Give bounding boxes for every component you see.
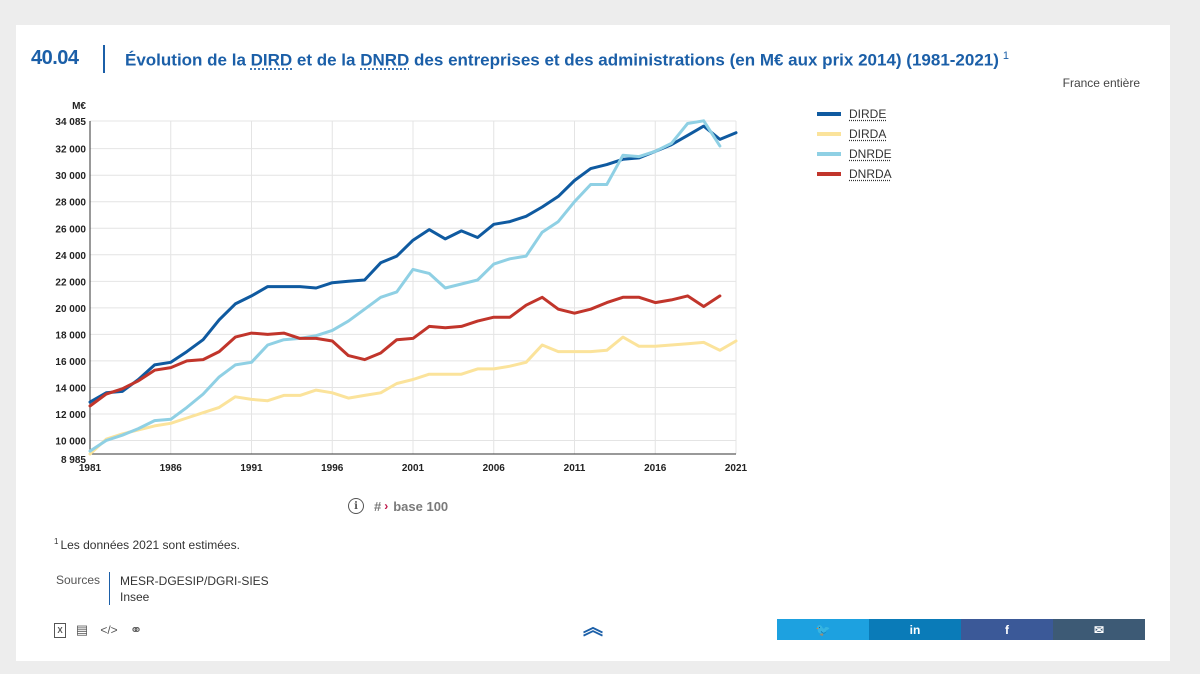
chart-legend: DIRDE DIRDA DNRDE DNRDA — [817, 104, 892, 184]
sources-separator — [109, 572, 110, 605]
x-tick-label: 1986 — [160, 463, 183, 474]
info-icon[interactable]: i — [348, 498, 364, 514]
figure-card: 40.04 Évolution de la DIRD et de la DNRD… — [16, 25, 1170, 661]
series-line-dnrde — [88, 119, 722, 453]
y-tick-label: 30 000 — [55, 171, 86, 182]
x-tick-label: 1991 — [240, 463, 263, 474]
x-tick-label: 2021 — [725, 463, 748, 474]
legend-item-dirda[interactable]: DIRDA — [817, 124, 892, 144]
legend-swatch — [817, 132, 841, 136]
twitter-share-button[interactable]: 🐦 — [777, 619, 869, 640]
figure-title: Évolution de la DIRD et de la DNRD des e… — [125, 50, 1009, 71]
series-line-dirda — [88, 335, 738, 456]
legend-item-dirde[interactable]: DIRDE — [817, 104, 892, 124]
double-chevron-up-icon[interactable]: ︽ — [583, 617, 603, 639]
source-item: MESR-DGESIP/DGRI-SIES — [120, 574, 269, 588]
export-tools: X ▤ </> ⚭ — [54, 622, 152, 639]
line-chart: 8 985 10 000 12 000 14 000 16 000 18 000 20 00… — [55, 101, 748, 474]
series-line-dnrda — [88, 294, 722, 408]
title-separator — [103, 45, 105, 73]
sources-label: Sources — [56, 573, 101, 587]
hash-icon: # — [374, 498, 382, 514]
x-tick-label: 2011 — [564, 463, 586, 474]
legend-swatch — [817, 152, 841, 156]
base100-label: base 100 — [393, 498, 449, 514]
dird-abbr[interactable]: DIRD — [250, 50, 293, 70]
legend-label: DNRDE — [849, 147, 892, 161]
x-tick-label: 2006 — [483, 463, 506, 474]
x-tick-label: 2001 — [402, 463, 425, 474]
link-icon[interactable]: ⚭ — [129, 622, 143, 639]
y-tick-label: 12 000 — [55, 410, 86, 421]
title-text-2: et de la — [292, 50, 361, 70]
y-tick-label: 10 000 — [55, 437, 86, 448]
legend-item-dnrda[interactable]: DNRDA — [817, 164, 892, 184]
y-tick-label: 8 985 — [61, 455, 86, 466]
y-tick-label: 24 000 — [55, 251, 86, 262]
linkedin-share-button[interactable]: in — [869, 619, 961, 640]
series-line-dirde — [88, 124, 738, 404]
y-axis-label: M€ — [72, 101, 86, 112]
legend-label: DNRDA — [849, 167, 892, 181]
facebook-share-button[interactable]: f — [961, 619, 1053, 640]
y-tick-label: 18 000 — [55, 330, 86, 341]
y-tick-label: 26 000 — [55, 224, 86, 235]
title-text-1: Évolution de la — [125, 50, 251, 70]
y-tick-label: 32 000 — [55, 145, 86, 156]
y-tick-label: 16 000 — [55, 357, 86, 368]
y-tick-label: 20 000 — [55, 304, 86, 315]
y-tick-label: 22 000 — [55, 277, 86, 288]
legend-item-dnrde[interactable]: DNRDE — [817, 144, 892, 164]
y-tick-label: 34 085 — [55, 117, 86, 128]
email-share-button[interactable]: ✉ — [1053, 619, 1145, 640]
x-tick-label: 1981 — [79, 463, 102, 474]
legend-swatch — [817, 112, 841, 116]
x-tick-label: 2016 — [644, 463, 667, 474]
base100-toggle[interactable]: i # › base 100 — [348, 498, 448, 514]
chevron-right-icon: › — [384, 499, 389, 513]
sources-list: MESR-DGESIP/DGRI-SIES Insee — [120, 573, 269, 605]
excel-icon[interactable]: X — [54, 623, 66, 638]
legend-label: DIRDA — [849, 127, 887, 141]
scope-label: France entière — [1062, 76, 1140, 90]
code-icon[interactable]: </> — [100, 623, 118, 637]
figure-number: 40.04 — [31, 47, 79, 69]
legend-swatch — [817, 172, 841, 176]
title-text-3: des entreprises et des administrations (… — [409, 50, 999, 70]
legend-label: DIRDE — [849, 107, 887, 121]
y-tick-label: 14 000 — [55, 383, 86, 394]
share-bar: 🐦 in f ✉ — [777, 619, 1145, 640]
x-tick-label: 1996 — [321, 463, 344, 474]
dnrd-abbr[interactable]: DNRD — [360, 50, 410, 70]
footnote-text: Les données 2021 sont estimées. — [60, 538, 240, 552]
footnote-ref: 1 — [54, 537, 59, 546]
document-icon[interactable]: ▤ — [75, 622, 89, 637]
footnote: 1 Les données 2021 sont estimées. — [54, 537, 240, 552]
source-item: Insee — [120, 590, 150, 604]
title-note-ref[interactable]: 1 — [1002, 50, 1010, 62]
y-tick-label: 28 000 — [55, 198, 86, 209]
